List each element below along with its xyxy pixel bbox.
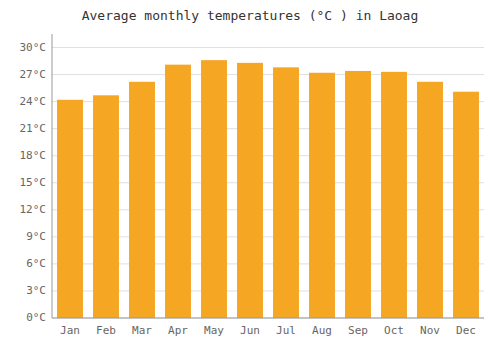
x-tick-label: Aug [312,324,332,337]
bar [309,73,335,318]
title: Average monthly temperatures (°C ) in La… [82,8,419,23]
bar [93,95,119,318]
x-axis: Jan Feb Mar Apr May Jun Jul Aug Sep Oct Nov Dec [60,324,476,337]
bar [237,63,263,318]
y-tick-label: 30°C [20,41,47,54]
x-tick-label: Sep [348,324,368,337]
y-tick-label: 24°C [20,95,47,108]
x-tick-label: Jan [60,324,80,337]
grid-line [52,47,484,48]
grid-line [52,318,484,319]
grid-line [52,74,484,75]
x-axis-line [52,318,484,319]
y-tick-label: 18°C [20,149,47,162]
y-axis-line [52,34,53,318]
x-tick-label: Jul [276,324,296,337]
x-tick-label: Feb [96,324,116,337]
bar [345,71,371,318]
bar [57,100,83,318]
bar [417,82,443,318]
chart-svg: 0°C 3°C 6°C 9°C 12°C 15°C 18°C 21°C 24°C 27°C 30°C… [0,0,500,350]
y-tick-label: 15°C [20,176,47,189]
bars [57,60,479,318]
bar [381,72,407,318]
y-tick-label: 6°C [26,257,46,270]
x-tick-label: Apr [168,324,188,337]
y-tick-label: 12°C [20,203,47,216]
page: {"chart_data": {"type": "bar", "title": … [0,0,500,350]
bar [273,67,299,318]
chart-container: 0°C 3°C 6°C 9°C 12°C 15°C 18°C 21°C 24°C 27°C 30°C… [0,0,500,350]
y-tick-label: 0°C [26,311,46,324]
y-tick-label: 21°C [20,122,47,135]
y-tick-label: 3°C [26,284,46,297]
bar [129,82,155,318]
x-tick-label: Nov [420,324,440,337]
y-tick-label: 27°C [20,68,47,81]
bar [201,60,227,318]
x-tick-label: Jun [240,324,260,337]
y-axis: 0°C 3°C 6°C 9°C 12°C 15°C 18°C 21°C 24°C 27°C 30°C [20,41,485,324]
x-tick-label: Dec [456,324,476,337]
x-tick-label: May [204,324,224,337]
y-tick-label: 9°C [26,230,46,243]
x-tick-label: Oct [384,324,404,337]
bar [453,92,479,318]
x-tick-label: Mar [132,324,152,337]
bar [165,65,191,318]
